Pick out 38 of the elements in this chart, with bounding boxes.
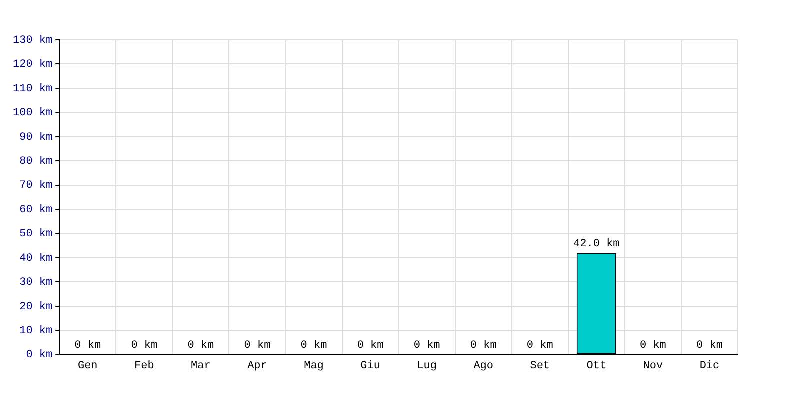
data-label: 0 km	[74, 340, 102, 352]
y-tick-label: 80 km	[20, 156, 53, 168]
data-label: 42.0 km	[574, 238, 620, 250]
y-tick-label: 100 km	[12, 108, 53, 120]
y-tick-label: 90 km	[20, 132, 53, 144]
data-label: 0 km	[357, 340, 384, 352]
data-label: 0 km	[696, 340, 724, 352]
y-tick-label: 10 km	[20, 325, 53, 338]
data-label: 0 km	[470, 340, 498, 352]
y-tick-label: 70 km	[20, 180, 53, 192]
data-label: 0 km	[526, 340, 554, 352]
data-label: 0 km	[300, 340, 328, 352]
x-tick-label: Giu	[360, 360, 380, 372]
x-tick-label: Set	[530, 360, 550, 372]
data-label: 0 km	[414, 340, 441, 352]
data-label: 0 km	[188, 340, 215, 352]
x-tick-label: Apr	[248, 360, 268, 372]
data-label: 0 km	[640, 340, 667, 352]
y-tick-label: 40 km	[20, 252, 53, 265]
x-tick-label: Feb	[134, 360, 154, 372]
y-tick-label: 130 km	[12, 34, 53, 47]
y-tick-label: 60 km	[20, 204, 53, 216]
data-label: 0 km	[131, 340, 158, 352]
y-tick-label: 0 km	[26, 350, 54, 362]
y-tick-label: 120 km	[12, 59, 53, 72]
data-label: 0 km	[244, 340, 272, 352]
x-tick-label: Gen	[78, 360, 98, 372]
x-tick-label: Lug	[417, 360, 437, 372]
x-tick-label: Ott	[586, 360, 607, 372]
x-tick-label: Ago	[474, 360, 494, 372]
x-tick-label: Mag	[304, 360, 324, 372]
y-tick-label: 30 km	[20, 277, 53, 290]
x-tick-label: Mar	[191, 360, 211, 372]
y-tick-label: 50 km	[20, 228, 53, 241]
x-tick-label: Nov	[643, 360, 664, 372]
y-tick-label: 20 km	[20, 301, 53, 314]
y-tick-label: 110 km	[12, 83, 53, 96]
x-tick-label: Dic	[700, 360, 720, 372]
